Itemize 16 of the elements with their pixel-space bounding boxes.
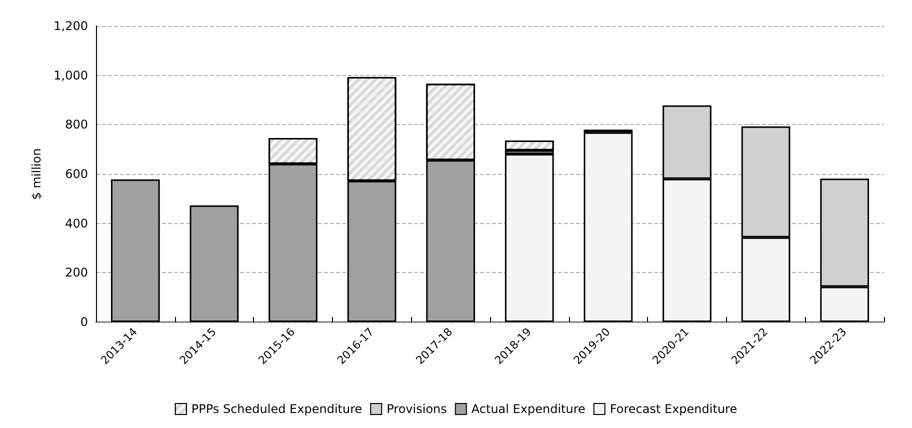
y-tick-label: 400	[65, 216, 88, 230]
bar	[504, 154, 554, 322]
y-tick-label: 200	[65, 266, 88, 280]
legend-label: Actual Expenditure	[471, 402, 586, 416]
bar	[584, 132, 633, 322]
y-tick-label: 800	[65, 118, 88, 132]
bar	[190, 205, 239, 322]
bar	[110, 179, 160, 322]
legend-label: Forecast Expenditure	[610, 402, 738, 416]
y-tick-label: 0	[80, 315, 88, 329]
legend-label: Provisions	[386, 402, 447, 416]
y-axis-title: $ million	[30, 148, 44, 200]
legend-label: PPPs Scheduled Expenditure	[191, 402, 362, 416]
y-tick-label: 1,200	[54, 19, 88, 33]
y-tick-label: 1,000	[54, 68, 88, 82]
y-tick-label: 600	[65, 167, 88, 181]
